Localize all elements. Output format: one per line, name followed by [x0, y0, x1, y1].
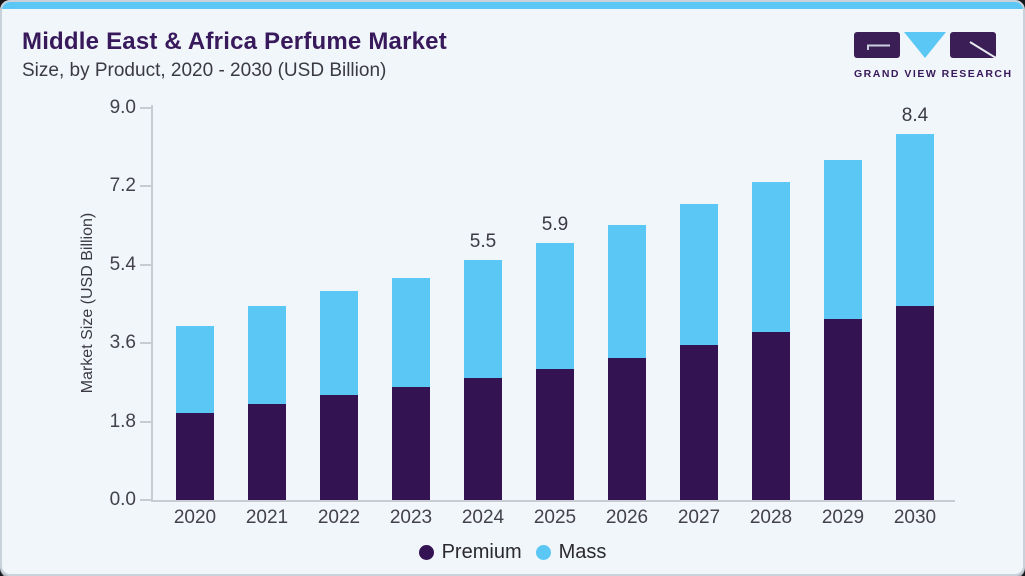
page-title: Middle East & Africa Perfume Market: [22, 28, 447, 55]
plot-area: 0.0 1.8 3.6 5.4 7.2 9.0 2020 2021 2022 2023 2024 5.…: [110, 97, 955, 528]
gvr-logo-icon: [854, 32, 997, 59]
bar-segment-premium-2022: [320, 395, 358, 500]
bar-segment-premium-2030: [896, 305, 934, 500]
bar-segment-premium-2024: [464, 377, 502, 500]
legend-swatch-mass: [535, 544, 551, 560]
x-tick-label-2023: 2023: [389, 507, 433, 528]
legend: Premium Mass: [2, 537, 1023, 567]
x-tick-label-2025: 2025: [533, 507, 577, 528]
bar-segment-mass-2022: [320, 290, 358, 396]
y-tick-label: 5.4: [109, 253, 136, 275]
bar-segment-mass-2028: [752, 181, 790, 333]
y-tick-label: 3.6: [109, 332, 136, 354]
y-tick-label: 7.2: [109, 175, 136, 197]
total-value-label-2024: 5.5: [469, 231, 497, 253]
bar-segment-premium-2021: [248, 404, 286, 500]
y-tick-mark: [140, 420, 153, 423]
x-tick-label-2022: 2022: [317, 507, 361, 528]
logo-wordmark: GRAND VIEW RESEARCH: [854, 68, 1013, 80]
bar-segment-premium-2027: [680, 345, 718, 500]
x-tick-label-2029: 2029: [821, 507, 865, 528]
bar-segment-mass-2027: [680, 203, 718, 346]
legend-item-mass: Mass: [535, 540, 607, 564]
bar-segment-mass-2029: [824, 159, 862, 320]
total-value-label-2030: 8.4: [901, 104, 929, 126]
chart-header: Middle East & Africa Perfume Market Size…: [22, 28, 447, 82]
legend-item-premium: Premium: [418, 540, 522, 564]
bar-segment-mass-2021: [248, 306, 286, 405]
x-tick-label-2024: 2024: [461, 507, 505, 528]
bar-segment-premium-2026: [608, 358, 646, 500]
total-value-label-2025: 5.9: [541, 213, 569, 235]
legend-label-premium: Premium: [441, 540, 522, 563]
bar-segment-premium-2023: [392, 386, 430, 500]
x-tick-label-2020: 2020: [173, 507, 217, 528]
bar-segment-mass-2020: [176, 325, 214, 413]
x-tick-label-2030: 2030: [893, 507, 937, 528]
top-accent-strip: [2, 2, 1023, 9]
bar-segment-mass-2025: [536, 242, 574, 370]
bar-segment-premium-2025: [536, 369, 574, 500]
y-tick-label: 9.0: [109, 96, 136, 118]
y-tick-mark: [140, 499, 153, 501]
y-tick-mark: [140, 342, 153, 345]
bar-segment-mass-2024: [464, 260, 502, 378]
y-axis-title: Market Size (USD Billion): [79, 212, 96, 394]
y-tick-mark: [140, 185, 153, 188]
y-tick-label: 1.8: [109, 410, 136, 432]
x-tick-label-2026: 2026: [605, 507, 649, 528]
bar-segment-premium-2020: [176, 412, 214, 500]
x-tick-label-2027: 2027: [677, 507, 721, 528]
x-tick-label-2021: 2021: [245, 507, 289, 528]
bar-segment-mass-2030: [896, 133, 934, 306]
bar-segment-premium-2029: [824, 319, 862, 500]
y-tick-mark: [140, 263, 153, 266]
bar-segment-mass-2026: [608, 225, 646, 359]
legend-label-mass: Mass: [558, 540, 607, 563]
page-subtitle: Size, by Product, 2020 - 2030 (USD Billi…: [22, 60, 387, 81]
y-tick-label: 0.0: [109, 489, 136, 510]
x-tick-label-2028: 2028: [749, 507, 793, 528]
y-tick-mark: [140, 106, 153, 109]
legend-swatch-premium: [418, 544, 434, 560]
bar-segment-premium-2028: [752, 332, 790, 500]
grand-view-research-logo: GRAND VIEW RESEARCH: [854, 32, 1013, 80]
bar-segment-mass-2023: [392, 277, 430, 387]
